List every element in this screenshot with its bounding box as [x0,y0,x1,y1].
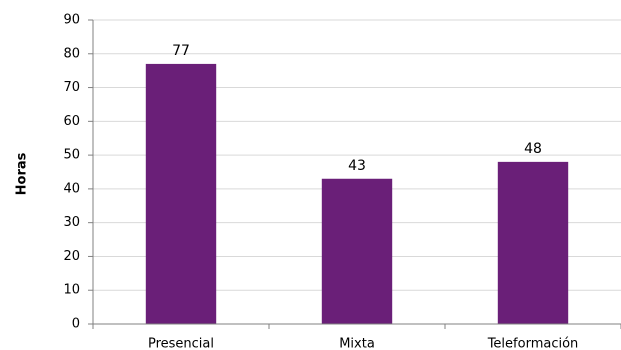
y-axis-label: Horas [15,152,30,195]
x-axis-ticks: Presencial Mixta Teleformación [92,324,621,350]
y-tick-label: 90 [63,13,80,28]
bar-presencial [145,63,217,325]
y-tick-label: 30 [63,215,80,230]
bar-teleformación [497,161,569,324]
y-tick-label: 40 [63,181,80,196]
y-tick-label: 80 [63,46,80,61]
data-label: 77 [172,43,190,59]
x-tick-label: Teleformación [487,337,579,350]
y-axis-ticks: 0 10 20 30 40 50 60 70 80 90 [63,13,93,332]
data-labels: 77 43 48 [172,43,542,174]
data-label: 48 [524,141,542,157]
bar-mixta [321,178,393,324]
y-tick-label: 10 [63,283,80,298]
y-tick-label: 60 [63,114,80,129]
y-tick-label: 20 [63,249,80,264]
data-label: 43 [348,158,366,174]
x-tick-label: Presencial [148,337,214,350]
bars [145,63,569,325]
x-tick-label: Mixta [339,337,375,350]
y-tick-label: 0 [72,317,80,332]
y-tick-label: 50 [63,148,80,163]
y-tick-label: 70 [63,80,80,95]
